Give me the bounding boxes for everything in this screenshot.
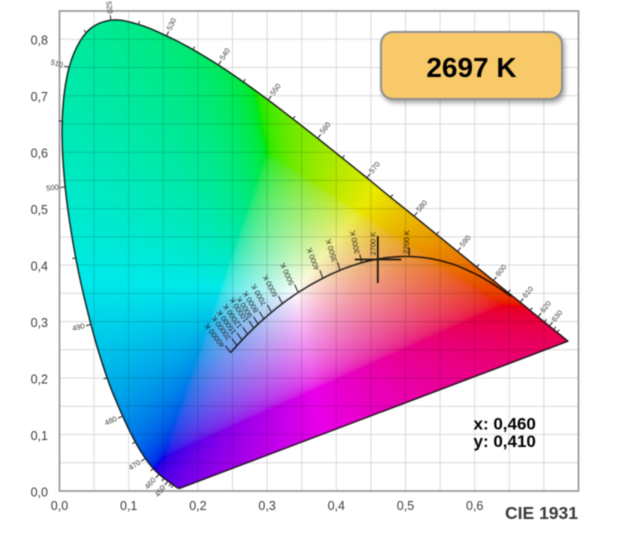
svg-text:0,0: 0,0: [51, 499, 68, 513]
svg-text:500: 500: [46, 183, 59, 193]
svg-text:0,3: 0,3: [31, 316, 48, 330]
svg-text:0,4: 0,4: [31, 259, 48, 273]
svg-text:580: 580: [414, 198, 429, 213]
svg-text:0,0: 0,0: [31, 485, 48, 499]
svg-text:0,7: 0,7: [31, 90, 48, 104]
svg-text:480: 480: [103, 414, 118, 427]
svg-text:450: 450: [153, 483, 168, 498]
svg-text:0,3: 0,3: [258, 499, 275, 513]
svg-text:590: 590: [458, 234, 473, 249]
svg-text:CIE 1931: CIE 1931: [505, 503, 578, 523]
svg-text:620: 620: [538, 299, 553, 314]
svg-text:550: 550: [268, 82, 283, 97]
svg-text:0,5: 0,5: [31, 203, 48, 217]
svg-text:3000 K: 3000 K: [348, 230, 362, 255]
svg-text:2700 K: 2700 K: [369, 232, 378, 256]
svg-text:y: 0,410: y: 0,410: [474, 432, 536, 451]
svg-text:0,6: 0,6: [31, 147, 48, 161]
svg-text:0,2: 0,2: [31, 372, 48, 386]
svg-text:0,5: 0,5: [397, 499, 414, 513]
svg-text:510: 510: [50, 58, 64, 70]
svg-text:560: 560: [318, 120, 333, 135]
svg-text:540: 540: [218, 46, 232, 61]
svg-text:530: 530: [165, 17, 178, 32]
svg-text:0,4: 0,4: [328, 499, 345, 513]
svg-text:0,6: 0,6: [466, 499, 483, 513]
svg-text:2200 K: 2200 K: [402, 230, 412, 254]
svg-text:0,8: 0,8: [31, 34, 48, 48]
svg-text:610: 610: [520, 284, 535, 299]
svg-text:0,1: 0,1: [31, 429, 48, 443]
svg-text:0,2: 0,2: [189, 499, 206, 513]
svg-text:520: 520: [104, 1, 115, 15]
svg-text:570: 570: [367, 160, 382, 175]
svg-text:490: 490: [71, 321, 85, 333]
svg-text:4000 K: 4000 K: [305, 246, 322, 271]
svg-text:0,1: 0,1: [120, 499, 137, 513]
svg-text:x: 0,460: x: 0,460: [474, 415, 536, 434]
